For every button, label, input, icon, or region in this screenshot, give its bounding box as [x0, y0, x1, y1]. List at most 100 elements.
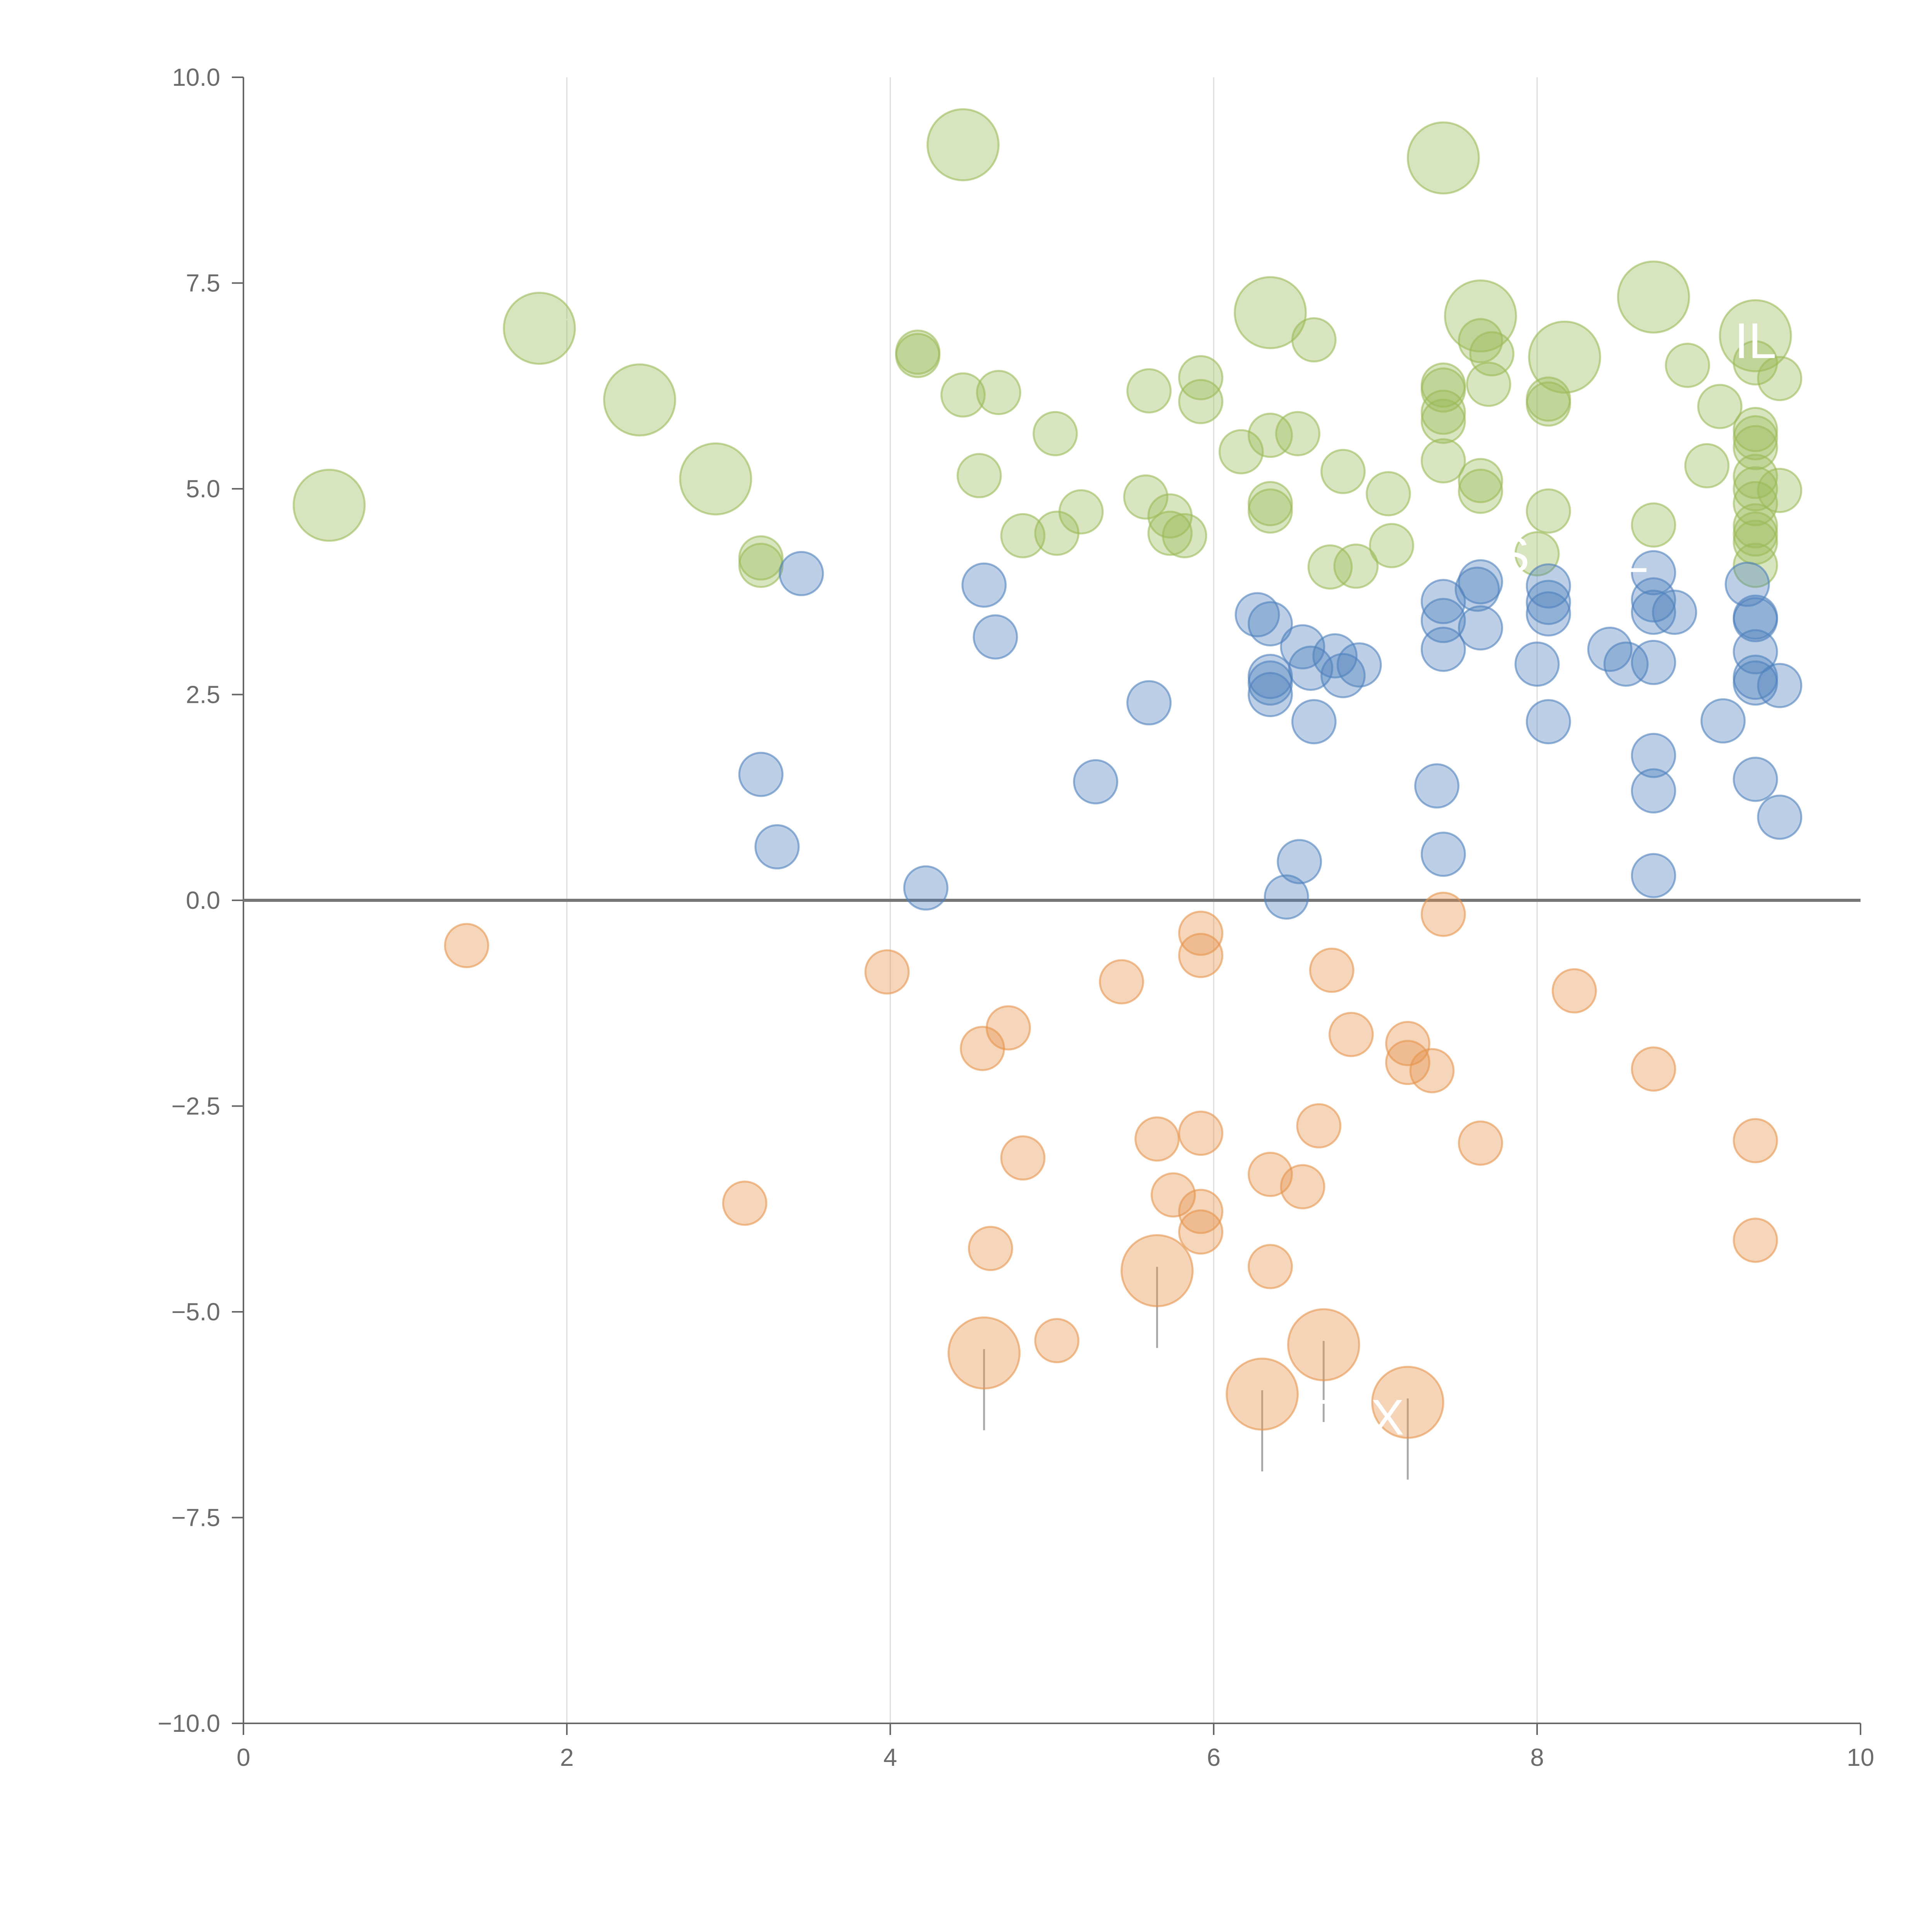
point-low-34: [1287, 1308, 1361, 1381]
y-tick-label-1: −7.5: [172, 1504, 220, 1532]
point-low-4: [986, 1005, 1031, 1051]
point-mid-0: [779, 551, 824, 596]
point-high-47: [1466, 361, 1511, 407]
point-low-6: [968, 1226, 1013, 1271]
point-high-8: [1528, 320, 1601, 394]
point-mid-10: [1247, 654, 1293, 699]
leader-line-high-3: [707, 468, 747, 480]
point-high-51: [1526, 381, 1571, 427]
point-high-39: [1369, 523, 1414, 568]
point-high-29: [1218, 429, 1264, 474]
point-mid-37: [1631, 577, 1676, 623]
point-high-3: [679, 442, 752, 515]
point-mid-50: [1757, 663, 1803, 708]
leader-line-high-10: [1747, 325, 1787, 337]
point-high-54: [1631, 502, 1676, 548]
point-high-63: [1733, 466, 1778, 512]
point-mid-8: [1235, 592, 1280, 638]
point-high-60: [1733, 415, 1778, 461]
point-high-52: [1526, 488, 1571, 534]
leader-line-high-2: [631, 389, 671, 401]
point-high-43: [1420, 398, 1466, 444]
point-low-21: [1328, 1012, 1374, 1057]
point-high-44: [1420, 438, 1466, 484]
point-high-1: [503, 292, 576, 365]
leader-lines: [321, 134, 1787, 1480]
point-low-5: [1000, 1135, 1046, 1181]
point-high-10: [1719, 299, 1792, 372]
axes: 0 2 4 6 8 10 −10.0 −7.5 −5.0 −2.5 0.0 2.5 5.0 7.5 10.0: [158, 63, 1874, 1771]
point-low-12: [1178, 933, 1224, 978]
point-mid-22: [1420, 579, 1466, 624]
leader-line-high-5: [1435, 147, 1475, 159]
point-high-70: [1757, 468, 1803, 513]
point-mid-28: [1458, 605, 1503, 651]
point-low-28: [1631, 1046, 1676, 1092]
point-high-35: [1307, 544, 1353, 590]
data-points: [293, 108, 1803, 1439]
x-tick-label-5: 10: [1847, 1743, 1874, 1771]
point-mid-47: [1733, 629, 1778, 675]
point-high-28: [1178, 379, 1224, 424]
point-mid-6: [1073, 759, 1118, 804]
point-high-68: [1733, 543, 1778, 588]
point-high-56: [1697, 384, 1743, 429]
point-high-32: [1247, 488, 1293, 534]
point-mid-49: [1733, 660, 1778, 706]
point-labels: IL S L TMX: [1298, 313, 1777, 1446]
y-tick-label-6: 5.0: [186, 475, 220, 503]
x-tick-label-2: 4: [883, 1743, 897, 1771]
point-low-29: [1733, 1118, 1778, 1163]
point-low-35: [1371, 1366, 1444, 1439]
point-mid-12: [1247, 672, 1293, 717]
point-mid-29: [1526, 563, 1571, 609]
point-high-26: [1162, 513, 1208, 558]
point-high-36: [1320, 449, 1366, 494]
point-mid-26: [1458, 559, 1503, 605]
y-tick-label-8: 10.0: [172, 63, 220, 91]
point-high-38: [1366, 471, 1411, 517]
point-low-33: [1226, 1357, 1299, 1431]
point-mid-53: [1757, 794, 1803, 840]
point-mid-51: [1700, 698, 1746, 744]
point-low-24: [1409, 1048, 1455, 1094]
x-tick-label-4: 8: [1530, 1743, 1544, 1771]
leader-line-high-7: [1473, 305, 1512, 317]
point-mid-11: [1247, 660, 1293, 706]
point-mid-46: [1733, 597, 1778, 643]
y-tick-label-4: 0.0: [186, 886, 220, 914]
point-high-62: [1733, 454, 1778, 499]
point-high-57: [1684, 443, 1730, 488]
point-mid-42: [1631, 768, 1676, 814]
point-low-17: [1247, 1244, 1293, 1289]
point-high-4: [926, 108, 1000, 182]
point-mid-39: [1652, 590, 1697, 635]
point-high-37: [1333, 543, 1379, 589]
point-low-30: [1733, 1218, 1778, 1263]
point-mid-2: [754, 824, 800, 870]
point-label-3: TMX: [1298, 1389, 1404, 1446]
point-high-42: [1420, 389, 1466, 435]
point-low-32: [1121, 1234, 1194, 1307]
point-mid-27: [1454, 566, 1500, 612]
point-low-9: [1134, 1116, 1180, 1162]
point-mid-3: [903, 865, 949, 911]
point-high-33: [1275, 411, 1321, 456]
point-mid-25: [1420, 832, 1466, 877]
point-label-0: IL: [1735, 313, 1776, 369]
point-high-14: [895, 333, 940, 378]
point-low-1: [864, 949, 910, 995]
point-high-22: [1126, 368, 1172, 414]
x-tick-label-1: 2: [560, 1743, 574, 1771]
point-mid-24: [1420, 626, 1466, 672]
point-high-27: [1178, 355, 1224, 400]
point-high-25: [1147, 510, 1193, 556]
point-mid-30: [1526, 580, 1571, 625]
point-low-7: [1034, 1318, 1080, 1364]
point-mid-36: [1631, 550, 1676, 595]
point-high-23: [1123, 474, 1168, 520]
point-low-13: [1178, 1111, 1224, 1156]
point-low-26: [1458, 1120, 1503, 1166]
point-high-16: [976, 370, 1021, 415]
